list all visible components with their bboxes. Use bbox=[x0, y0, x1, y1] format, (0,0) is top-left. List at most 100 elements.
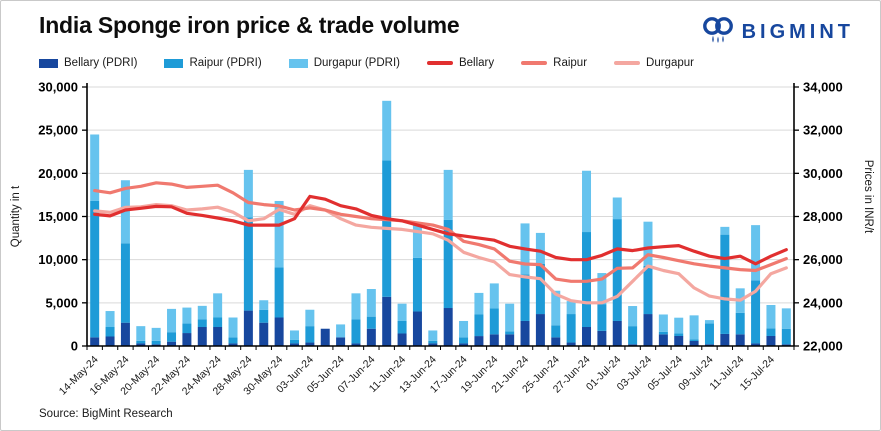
bar-durgapur-pdri-12-Jul-24 bbox=[751, 225, 761, 281]
bar-bellary-pdri-16-May-24 bbox=[120, 322, 130, 346]
bar-raipur-pdri-20-May-24 bbox=[151, 340, 161, 345]
line-swatch-5 bbox=[614, 61, 641, 65]
bar-durgapur-pdri-03-Jul-24 bbox=[643, 221, 653, 266]
bar-raipur-pdri-28-Jun-24 bbox=[597, 304, 607, 331]
bar-raipur-pdri-24-May-24 bbox=[213, 317, 223, 328]
legend-item-durgapur: Durgapur bbox=[614, 57, 694, 69]
bar-raipur-pdri-08-Jul-24 bbox=[689, 339, 699, 341]
bar-durgapur-pdri-17-May-24 bbox=[136, 326, 146, 341]
bar-raipur-pdri-04-Jul-24 bbox=[658, 331, 668, 335]
bar-bellary-pdri-21-Jun-24 bbox=[520, 320, 530, 346]
bar-raipur-pdri-13-Jun-24 bbox=[428, 340, 438, 344]
bar-raipur-pdri-23-May-24 bbox=[197, 319, 207, 328]
bar-bellary-pdri-24-Jun-24 bbox=[535, 314, 545, 346]
bar-bellary-pdri-05-Jul-24 bbox=[674, 335, 684, 346]
bar-durgapur-pdri-05-Jul-24 bbox=[674, 317, 684, 334]
price-line-bellary bbox=[93, 194, 788, 266]
chart-legend: Bellary (PDRI) Raipur (PDRI) Durgapur (PDR… bbox=[39, 57, 694, 69]
bar-raipur-pdri-31-May-24 bbox=[289, 339, 299, 344]
bar-raipur-pdri-05-Jul-24 bbox=[674, 333, 684, 336]
bar-durgapur-pdri-15-May-24 bbox=[105, 311, 115, 328]
bar-bellary-pdri-20-May-24 bbox=[151, 344, 161, 346]
bar-raipur-pdri-11-Jun-24 bbox=[397, 320, 407, 334]
bar-durgapur-pdri-10-Jun-24 bbox=[382, 100, 392, 161]
right-axis-title: Prices in INR/t bbox=[862, 160, 874, 234]
legend-label: Durgapur (PDRI) bbox=[313, 57, 400, 69]
legend-label: Raipur (PDRI) bbox=[189, 57, 262, 69]
bar-bellary-pdri-24-May-24 bbox=[213, 327, 223, 346]
bar-bellary-pdri-08-Jul-24 bbox=[689, 340, 699, 346]
bar-raipur-pdri-02-Jul-24 bbox=[628, 326, 638, 345]
bar-raipur-pdri-09-Jul-24 bbox=[704, 323, 714, 345]
bar-raipur-pdri-16-Jul-24 bbox=[781, 328, 791, 345]
bar-bellary-pdri-12-Jul-24 bbox=[751, 343, 761, 346]
source-note: Source: BigMint Research bbox=[39, 408, 173, 420]
bar-durgapur-pdri-11-Jun-24 bbox=[397, 303, 407, 321]
bar-durgapur-pdri-27-May-24 bbox=[228, 317, 238, 338]
bar-raipur-pdri-17-Jun-24 bbox=[459, 337, 469, 344]
bar-raipur-pdri-16-May-24 bbox=[120, 243, 130, 323]
bar-raipur-pdri-11-Jul-24 bbox=[735, 312, 745, 335]
legend-label: Bellary (PDRI) bbox=[64, 57, 138, 69]
bar-raipur-pdri-29-May-24 bbox=[259, 309, 269, 323]
right-axis-tick-label: 32,000 bbox=[803, 123, 843, 138]
bar-raipur-pdri-17-May-24 bbox=[136, 340, 146, 344]
bigmint-logo: BIGMINT bbox=[701, 14, 854, 50]
bar-durgapur-pdri-22-May-24 bbox=[182, 307, 192, 324]
bar-durgapur-pdri-18-Jun-24 bbox=[474, 292, 484, 315]
bar-durgapur-pdri-13-Jun-24 bbox=[428, 330, 438, 341]
bar-bellary-pdri-15-May-24 bbox=[105, 336, 115, 346]
bar-bellary-pdri-28-Jun-24 bbox=[597, 330, 607, 346]
legend-item-raipur-pdri: Raipur (PDRI) bbox=[164, 57, 262, 69]
bar-raipur-pdri-12-Jun-24 bbox=[412, 257, 422, 312]
bar-raipur-pdri-25-Jun-24 bbox=[551, 325, 561, 338]
left-axis-tick-label: 5,000 bbox=[45, 295, 78, 310]
chart-title: India Sponge iron price & trade volume bbox=[39, 12, 460, 38]
bar-durgapur-pdri-17-Jun-24 bbox=[459, 320, 469, 338]
right-axis-tick-label: 26,000 bbox=[803, 252, 843, 267]
bar-bellary-pdri-20-Jun-24 bbox=[505, 334, 515, 346]
bar-raipur-pdri-14-May-24 bbox=[90, 200, 100, 338]
bar-raipur-pdri-19-Jun-24 bbox=[489, 308, 499, 335]
bar-bellary-pdri-19-Jun-24 bbox=[489, 334, 499, 346]
bar-durgapur-pdri-12-Jun-24 bbox=[412, 223, 422, 258]
bar-durgapur-pdri-01-Jul-24 bbox=[612, 197, 622, 220]
bar-bellary-pdri-29-May-24 bbox=[259, 322, 269, 346]
bar-durgapur-pdri-06-Jun-24 bbox=[351, 293, 361, 320]
bar-raipur-pdri-03-Jun-24 bbox=[305, 326, 315, 343]
right-axis-tick-label: 30,000 bbox=[803, 166, 843, 181]
bar-bellary-pdri-06-Jun-24 bbox=[351, 343, 361, 346]
left-axis-tick-label: 10,000 bbox=[38, 252, 78, 267]
bar-raipur-pdri-22-May-24 bbox=[182, 323, 192, 334]
bar-bellary-pdri-22-May-24 bbox=[182, 333, 192, 346]
bar-raipur-pdri-06-Jun-24 bbox=[351, 319, 361, 344]
bar-durgapur-pdri-10-Jul-24 bbox=[720, 226, 730, 235]
bar-durgapur-pdri-03-Jun-24 bbox=[305, 309, 315, 327]
bar-raipur-pdri-15-Jul-24 bbox=[766, 328, 776, 336]
bar-durgapur-pdri-25-Jun-24 bbox=[551, 290, 561, 326]
legend-label: Bellary bbox=[458, 57, 495, 69]
bar-raipur-pdri-24-Jun-24 bbox=[535, 263, 545, 315]
bar-durgapur-pdri-15-Jul-24 bbox=[766, 304, 776, 329]
bar-durgapur-pdri-16-May-24 bbox=[120, 180, 130, 244]
bar-durgapur-pdri-31-May-24 bbox=[289, 330, 299, 340]
bar-swatch-2 bbox=[288, 58, 308, 68]
bar-bellary-pdri-03-Jun-24 bbox=[305, 342, 315, 346]
bar-durgapur-pdri-26-Jun-24 bbox=[566, 301, 576, 315]
legend-item-bellary-pdri: Bellary (PDRI) bbox=[39, 57, 137, 69]
bar-bellary-pdri-12-Jun-24 bbox=[412, 311, 422, 346]
line-swatch-4 bbox=[521, 61, 548, 65]
bar-durgapur-pdri-16-Jul-24 bbox=[781, 308, 791, 329]
bar-durgapur-pdri-05-Jun-24 bbox=[336, 324, 346, 338]
bar-bellary-pdri-10-Jun-24 bbox=[382, 296, 392, 346]
bar-raipur-pdri-10-Jul-24 bbox=[720, 234, 730, 334]
bar-raipur-pdri-15-May-24 bbox=[105, 327, 115, 337]
bar-raipur-pdri-21-Jun-24 bbox=[520, 274, 530, 321]
bar-bellary-pdri-14-Jun-24 bbox=[443, 308, 453, 346]
bar-bellary-pdri-05-Jun-24 bbox=[336, 337, 346, 346]
left-axis-tick-label: 15,000 bbox=[38, 209, 78, 224]
bar-bellary-pdri-14-May-24 bbox=[90, 337, 100, 346]
bar-bellary-pdri-07-Jun-24 bbox=[366, 328, 376, 346]
